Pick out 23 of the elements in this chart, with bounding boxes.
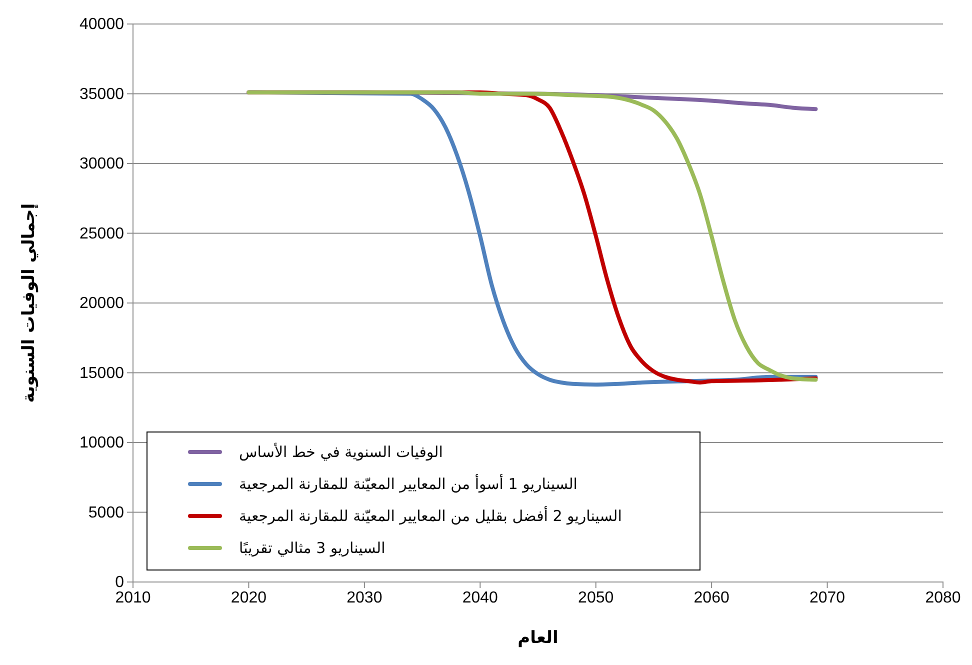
y-tick-label: 40000: [80, 16, 124, 34]
x-tick-label: 2010: [115, 589, 151, 606]
y-tick-label: 5000: [88, 504, 124, 522]
x-axis-title: العام: [518, 628, 558, 648]
y-tick-label: 30000: [80, 156, 124, 173]
y-tick-label: 0: [115, 574, 124, 592]
legend-label: السيناريو 3 مثالي تقريبًا: [239, 539, 386, 557]
legend-label: السيناريو 1 أسوأ من المعايير المعيّنة للمقارنة المرجعية: [239, 474, 578, 493]
y-tick-label: 20000: [80, 295, 124, 312]
legend-label: الوفيات السنوية في خط الأساس: [239, 442, 443, 461]
x-tick-label: 2070: [809, 589, 846, 606]
y-tick-label: 15000: [80, 364, 124, 382]
y-tick-label: 25000: [80, 225, 124, 242]
x-tick-label: 2050: [578, 589, 614, 606]
x-tick-label: 2080: [925, 589, 961, 606]
legend-label: السيناريو 2 أفضل بقليل من المعايير المعيّنة للمقارنة المرجعية: [239, 506, 622, 525]
x-tick-label: 2030: [346, 589, 382, 606]
y-tick-label: 10000: [80, 434, 124, 452]
y-axis-title: إجمالي الوفيات السنوية: [19, 203, 39, 403]
x-tick-label: 2020: [230, 589, 267, 606]
x-tick-label: 2060: [694, 589, 730, 606]
y-tick-label: 35000: [80, 86, 124, 103]
x-tick-label: 2040: [462, 589, 498, 606]
